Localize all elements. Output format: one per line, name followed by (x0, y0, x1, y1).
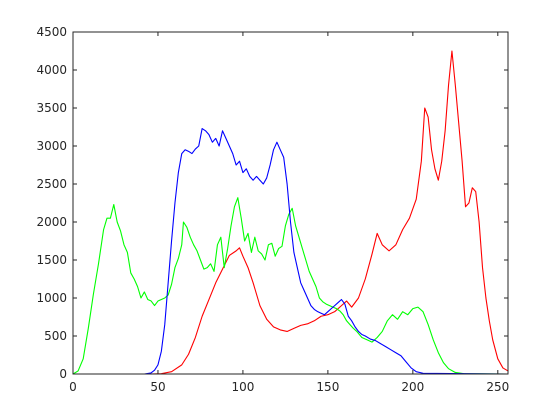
y-tick-label: 3000 (36, 139, 67, 153)
series-line-0 (73, 50, 509, 375)
y-tick-label: 2500 (36, 177, 67, 191)
y-tick-label: 500 (44, 329, 67, 343)
y-tick-label: 0 (59, 367, 67, 381)
y-tick-label: 4000 (36, 63, 67, 77)
series-layer (72, 50, 509, 375)
y-tick-label: 3500 (36, 101, 67, 115)
series-line-1 (72, 197, 509, 375)
x-tick-label: 100 (231, 380, 254, 394)
y-tick-label: 2000 (36, 215, 67, 229)
axes-box (72, 31, 509, 375)
y-tick-label: 4500 (36, 25, 67, 39)
x-tick-label: 0 (69, 380, 77, 394)
y-tick-label: 1500 (36, 253, 67, 267)
x-tick-label: 150 (316, 380, 339, 394)
x-tick-label: 200 (401, 380, 424, 394)
x-tick-label: 250 (486, 380, 509, 394)
axes-layer: 0 50 100 150 200 2500500100015002000250030003… (36, 25, 509, 394)
x-tick-label: 50 (150, 380, 165, 394)
plot-area (73, 32, 508, 374)
series-line-2 (73, 127, 509, 375)
y-tick-label: 1000 (36, 291, 67, 305)
